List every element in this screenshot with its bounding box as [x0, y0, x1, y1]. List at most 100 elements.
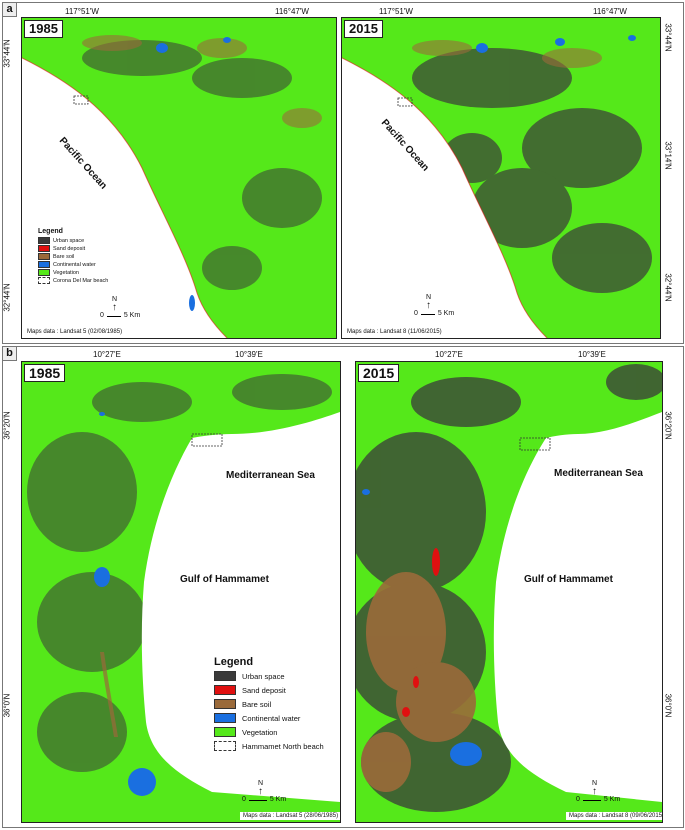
scale-label: 5 Km	[123, 312, 141, 319]
legend-b-item: Continental water	[214, 713, 339, 723]
north-arrow-b-1985: N ↑	[258, 780, 264, 797]
legend-a-swatch-bare	[38, 253, 50, 260]
legend-a-label: Corona Del Mar beach	[53, 277, 109, 284]
north-arrow-a-2015: N ↑	[426, 294, 432, 311]
map-a-2015: 2015 Pacific Ocean N ↑ 0 5 Km Maps data …	[341, 17, 661, 339]
legend-a-label: Vegetation	[53, 269, 79, 276]
legend-a-item: Vegetation	[38, 269, 138, 276]
legend-b-label: Vegetation	[242, 727, 278, 737]
legend-b-title: Legend	[214, 656, 254, 668]
scale-bar	[248, 800, 267, 801]
coord-side-b1-top: 36°20'N	[2, 411, 12, 440]
north-arrow-icon: ↑	[112, 302, 118, 313]
legend-b-label: Continental water	[242, 713, 301, 723]
coord-top-a1-right: 116°47'W	[275, 7, 309, 16]
coord-side-a2-top: 33°44'N	[663, 23, 673, 52]
scale-bar	[582, 800, 601, 801]
legend-b-item: Vegetation	[214, 727, 339, 737]
year-label-a-1985: 1985	[24, 20, 63, 38]
source-a-2015: Maps data : Landsat 8 (11/06/2015)	[344, 328, 445, 336]
legend-a-item: Sand deposit	[38, 245, 138, 252]
scale-b-1985: 0 5 Km	[242, 796, 286, 803]
legend-b-item: Sand deposit	[214, 685, 339, 695]
scale-zero: 0	[242, 796, 246, 803]
map-b-2015-image	[356, 362, 662, 822]
north-arrow-icon: ↑	[258, 786, 264, 797]
legend-a-swatch-sand	[38, 245, 50, 252]
map-a-2015-image	[342, 18, 660, 338]
legend-a-swatch-veg	[38, 269, 50, 276]
north-label: N	[258, 780, 264, 787]
legend-b-swatch-beach	[214, 741, 236, 751]
sea-label-b-1985-mediterranean: Mediterranean Sea	[226, 470, 315, 481]
legend-a-item: Continental water	[38, 261, 138, 268]
coord-side-b2-bottom: 36°0'N	[663, 693, 673, 718]
scale-a-2015: 0 5 Km	[414, 310, 454, 317]
scale-zero: 0	[414, 310, 418, 317]
scale-bar	[420, 314, 435, 315]
legend-a-swatch-beach	[38, 277, 50, 284]
legend-b-label: Sand deposit	[242, 685, 286, 695]
legend-a-label: Urban space	[53, 237, 85, 244]
panel-a: a 117°51'W 116°47'W 117°51'W 116°47'W 33…	[2, 2, 684, 344]
north-arrow-a-1985: N ↑	[112, 296, 118, 313]
coord-side-a2-mid: 33°14'N	[663, 141, 673, 170]
scale-label: 5 Km	[269, 796, 287, 803]
legend-b-item: Bare soil	[214, 699, 339, 709]
legend-a-title: Legend	[38, 228, 63, 235]
coord-top-b2-right: 10°39'E	[578, 350, 606, 359]
scale-label: 5 Km	[437, 310, 455, 317]
map-b-1985: 1985 Mediterranean Sea Gulf of Hammamet …	[21, 361, 341, 823]
coord-side-a1-bottom: 32°44'N	[2, 283, 12, 312]
year-label-b-1985: 1985	[24, 364, 66, 382]
legend-b-label: Urban space	[242, 671, 285, 681]
legend-b-swatch-bare	[214, 699, 236, 709]
coord-top-b2-left: 10°27'E	[435, 350, 463, 359]
coord-side-b1-bottom: 36°0'N	[2, 693, 12, 718]
legend-a-item: Urban space	[38, 237, 138, 244]
legend-a-swatch-water	[38, 261, 50, 268]
panel-b: b 10°27'E 10°39'E 10°27'E 10°39'E 36°20'…	[2, 346, 684, 828]
scale-zero: 0	[576, 796, 580, 803]
scale-zero: 0	[100, 312, 104, 319]
north-label: N	[592, 780, 598, 787]
legend-b-swatch-sand	[214, 685, 236, 695]
legend-b-label: Bare soil	[242, 699, 272, 709]
legend-a-item: Corona Del Mar beach	[38, 277, 138, 284]
sea-label-b-2015-mediterranean: Mediterranean Sea	[554, 468, 643, 479]
legend-a-item: Bare soil	[38, 253, 138, 260]
scale-b-2015: 0 5 Km	[576, 796, 620, 803]
panel-label-a: a	[3, 3, 17, 17]
coord-side-b2-top: 36°20'N	[663, 411, 673, 440]
legend-b-swatch-veg	[214, 727, 236, 737]
legend-b-swatch-urban	[214, 671, 236, 681]
scale-label: 5 Km	[603, 796, 621, 803]
panel-label-b: b	[3, 347, 17, 361]
coord-side-a2-bottom: 32°44'N	[663, 273, 673, 302]
map-a-1985-image	[22, 18, 336, 338]
legend-a: Legend Urban space Sand deposit Bare soi…	[36, 226, 140, 286]
gulf-label-b-2015: Gulf of Hammamet	[524, 574, 613, 585]
north-label: N	[112, 296, 118, 303]
legend-b-label: Hammamet North beach	[242, 741, 324, 751]
map-b-1985-image	[22, 362, 340, 822]
coord-top-a2-left: 117°51'W	[379, 7, 413, 16]
legend-b-swatch-water	[214, 713, 236, 723]
legend-a-label: Bare soil	[53, 253, 75, 260]
north-arrow-icon: ↑	[426, 300, 432, 311]
source-b-2015: Maps data : Landsat 8 (09/06/2015)	[566, 812, 662, 820]
north-label: N	[426, 294, 432, 301]
coord-top-a2-right: 116°47'W	[593, 7, 627, 16]
legend-b-item: Urban space	[214, 671, 339, 681]
legend-b-item: Hammamet North beach	[214, 741, 339, 751]
year-label-a-2015: 2015	[344, 20, 383, 38]
scale-bar	[106, 316, 121, 317]
gulf-label-b-1985: Gulf of Hammamet	[180, 574, 269, 585]
coord-top-a1-left: 117°51'W	[65, 7, 99, 16]
scale-a-1985: 0 5 Km	[100, 312, 140, 319]
map-b-2015: 2015 Mediterranean Sea Gulf of Hammamet …	[355, 361, 663, 823]
coord-top-b1-left: 10°27'E	[93, 350, 121, 359]
north-arrow-icon: ↑	[592, 786, 598, 797]
coord-side-a1-top: 33°44'N	[2, 39, 12, 68]
map-a-1985: 1985 Pacific Ocean Legend Urban space Sa…	[21, 17, 337, 339]
